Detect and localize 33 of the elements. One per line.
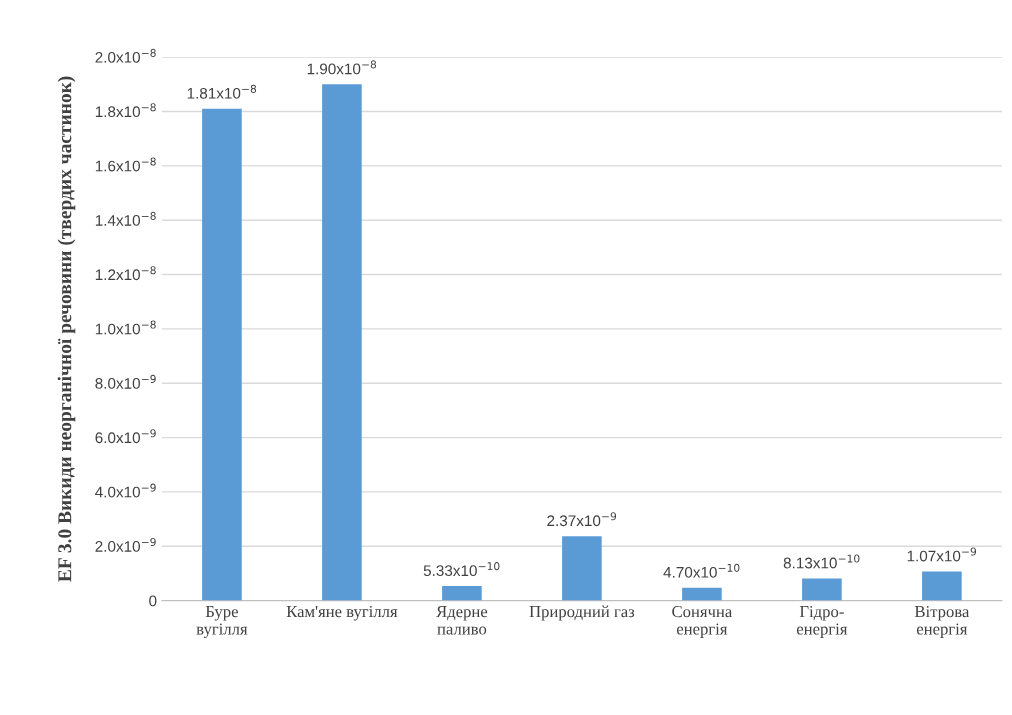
y-tick-label: 8.0x10$^{−9}$ [95, 374, 156, 389]
data-label: 8.13x10$^{−10}$ [783, 554, 860, 569]
y-tick-label: 1.4x10$^{−8}$ [95, 211, 156, 226]
y-axis-title: EF 3.0 Викиди неорганічної речовини (твердих частинок) [57, 76, 76, 582]
bar [562, 536, 602, 601]
y-tick-label: 1.2x10$^{−8}$ [95, 266, 156, 281]
data-label: 2.37x10$^{−9}$ [547, 512, 617, 527]
bar [802, 578, 842, 601]
bar [202, 108, 242, 601]
bar [322, 84, 362, 601]
y-tick-label: 0 [149, 595, 157, 607]
y-tick-label: 2.0x10$^{−9}$ [95, 537, 156, 552]
data-label: 1.81x10$^{−8}$ [187, 84, 257, 99]
x-tick-label: Сонячна енергія [672, 605, 733, 638]
x-tick-label: Гідро- енергія [796, 605, 848, 638]
data-label: 1.07x10$^{−9}$ [907, 547, 977, 562]
x-tick-label: Кам'яне вугілля [286, 605, 398, 621]
y-tick-label: 1.0x10$^{−8}$ [95, 320, 156, 335]
data-label: 5.33x10$^{−10}$ [423, 562, 500, 577]
bar [682, 587, 722, 601]
x-tick-label: Ядерне паливо [436, 606, 488, 635]
bar [442, 586, 482, 601]
x-tick-label: Природний газ [529, 605, 635, 621]
y-tick-label: 1.8x10$^{−8}$ [95, 103, 156, 118]
bar [922, 571, 962, 601]
y-tick-label: 6.0x10$^{−9}$ [95, 429, 156, 444]
x-tick-label: Вітрова енергія [914, 605, 970, 638]
x-tick-label: Буре вугілля [196, 606, 248, 639]
y-tick-label: 2.0x10$^{−8}$ [95, 48, 156, 63]
y-tick-label: 4.0x10$^{−9}$ [95, 483, 156, 498]
data-label: 1.90x10$^{−8}$ [307, 60, 377, 75]
y-tick-label: 1.6x10$^{−8}$ [95, 157, 156, 172]
data-label: 4.70x10$^{−10}$ [663, 563, 740, 578]
